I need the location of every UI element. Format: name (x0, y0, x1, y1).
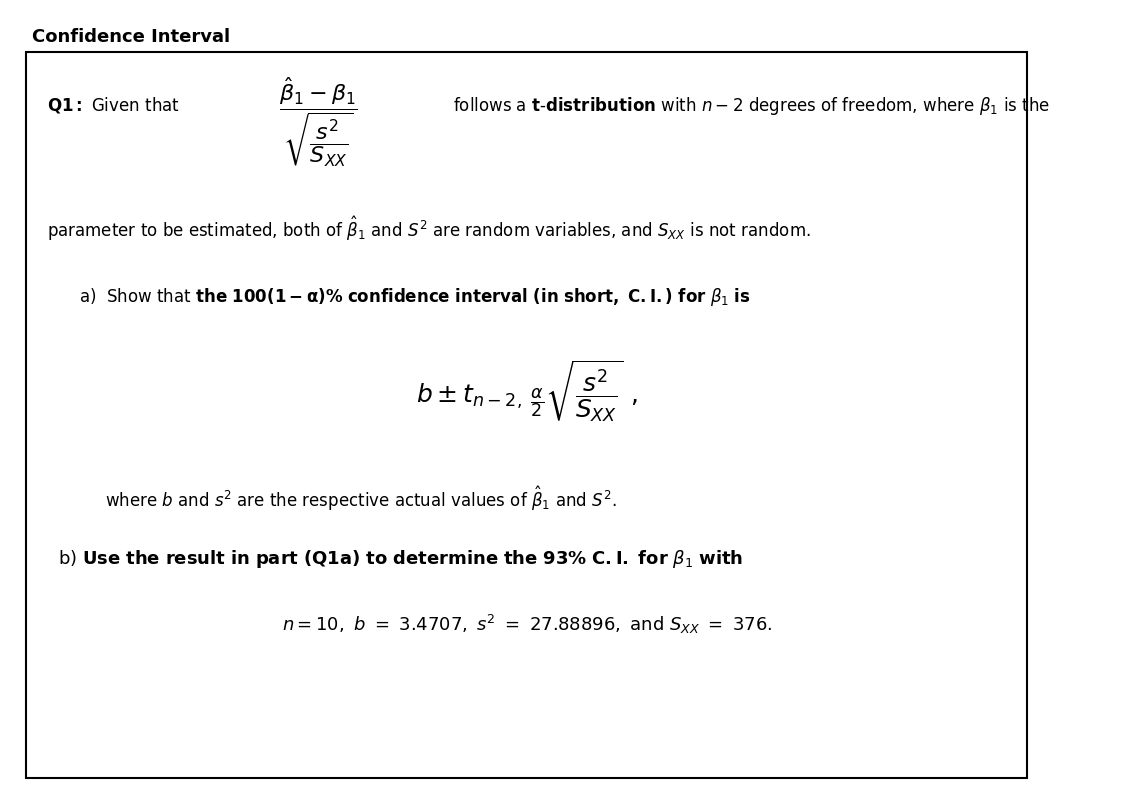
Text: $\mathbf{Q1:}$ Given that: $\mathbf{Q1:}$ Given that (47, 95, 180, 115)
Text: where $b$ and $s^2$ are the respective actual values of $\hat{\beta}_1$ and $S^2: where $b$ and $s^2$ are the respective a… (105, 484, 617, 513)
Text: Confidence Interval: Confidence Interval (32, 28, 230, 46)
FancyBboxPatch shape (26, 52, 1027, 778)
Text: $\dfrac{\hat{\beta}_1 - \beta_1}{\sqrt{\dfrac{s^2}{S_{XX}}}}$: $\dfrac{\hat{\beta}_1 - \beta_1}{\sqrt{\… (279, 75, 358, 169)
Text: a)  Show that $\mathbf{the}$ $\mathbf{100(1 - \alpha)\%}$ $\mathbf{confidence\ i: a) Show that $\mathbf{the}$ $\mathbf{100… (79, 286, 751, 308)
Text: parameter to be estimated, both of $\hat{\beta}_1$ and $S^2$ are random variable: parameter to be estimated, both of $\hat… (47, 214, 811, 243)
Text: b) $\mathbf{Use\ the\ result\ in\ part\ (Q1a)\ to\ determine\ the\ 93\%\ C.I.\ f: b) $\mathbf{Use\ the\ result\ in\ part\ … (58, 548, 743, 570)
Text: $n = 10,\ b\ =\ 3.4707,\ s^2\ =\ 27.88896,\ \text{and}\ S_{XX}\ =\ 376.$: $n = 10,\ b\ =\ 3.4707,\ s^2\ =\ 27.8889… (282, 613, 772, 636)
Text: $b \pm t_{n-2,\ \dfrac{\alpha}{2}}\sqrt{\dfrac{s^2}{S_{XX}}}\ ,$: $b \pm t_{n-2,\ \dfrac{\alpha}{2}}\sqrt{… (416, 359, 638, 426)
Text: follows a $\mathbf{t}$-$\mathbf{distribution}$ with $n - 2$ degrees of freedom, : follows a $\mathbf{t}$-$\mathbf{distribu… (453, 95, 1050, 118)
